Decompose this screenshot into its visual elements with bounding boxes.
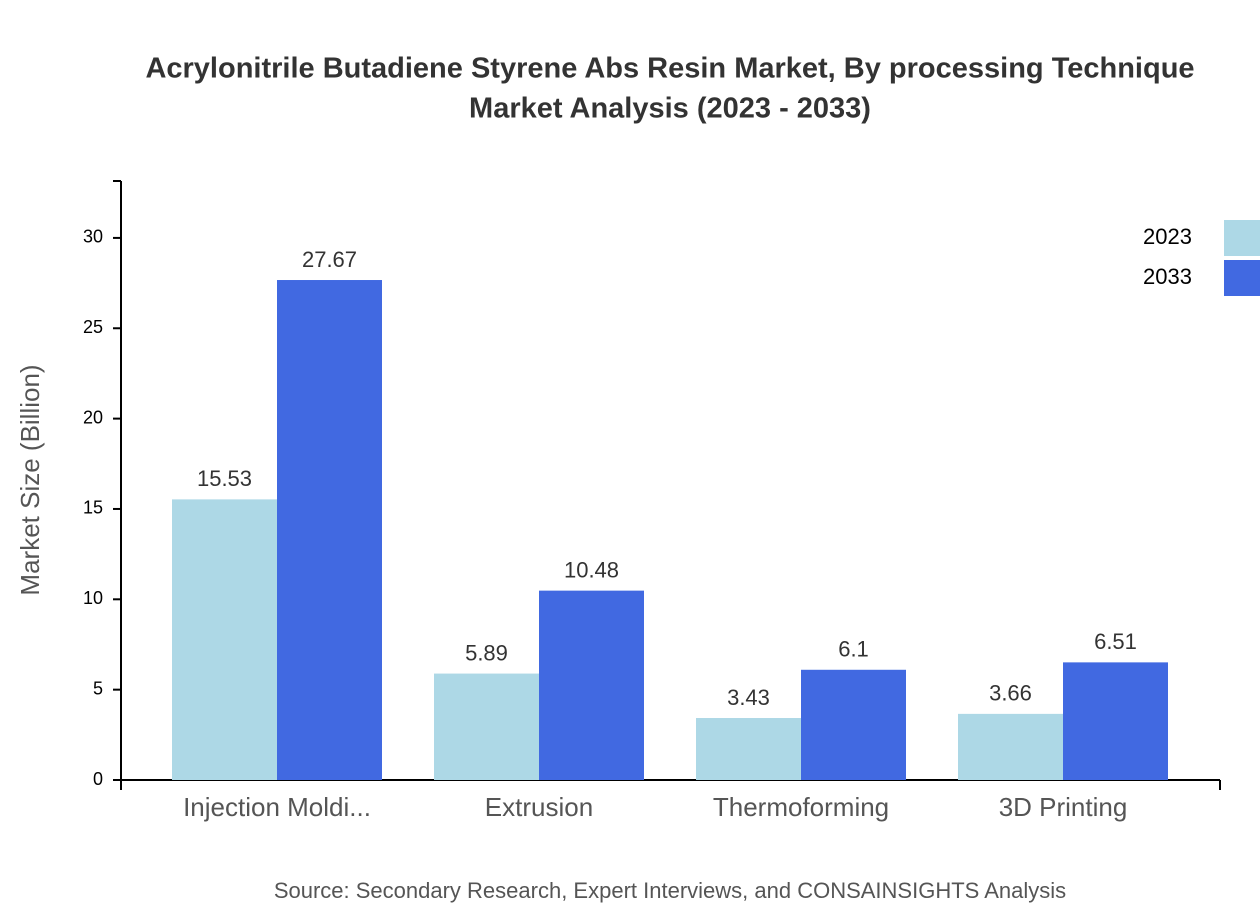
- chart-title: Market Analysis (2023 - 2033): [469, 93, 871, 125]
- x-tick-label: Extrusion: [485, 792, 593, 822]
- value-label: 6.1: [838, 637, 869, 662]
- value-label: 27.67: [302, 247, 357, 272]
- legend-swatch: [1224, 260, 1260, 296]
- x-tick-label: Thermoforming: [713, 792, 889, 822]
- bar: [172, 499, 277, 780]
- legend-label: 2023: [1143, 224, 1192, 249]
- y-tick-label: 0: [93, 769, 103, 789]
- value-label: 6.51: [1094, 629, 1137, 654]
- y-tick-label: 5: [93, 678, 103, 698]
- y-tick-label: 20: [83, 407, 103, 427]
- legend-label: 2033: [1143, 264, 1192, 289]
- value-label: 10.48: [564, 557, 619, 582]
- source-note: Source: Secondary Research, Expert Inter…: [274, 878, 1066, 903]
- x-tick-label: 3D Printing: [999, 792, 1128, 822]
- bar: [434, 673, 539, 780]
- value-label: 3.66: [989, 681, 1032, 706]
- bar: [539, 590, 644, 780]
- bar: [696, 718, 801, 780]
- y-tick-label: 15: [83, 498, 103, 518]
- legend-swatch: [1224, 220, 1260, 256]
- y-axis-label: Market Size (Billion): [15, 364, 45, 595]
- x-tick-label: Injection Moldi...: [183, 792, 371, 822]
- value-label: 5.89: [465, 640, 508, 665]
- value-label: 3.43: [727, 685, 770, 710]
- y-tick-label: 25: [83, 317, 103, 337]
- y-tick-label: 30: [83, 227, 103, 247]
- bar: [801, 669, 906, 780]
- y-tick-label: 10: [83, 588, 103, 608]
- bar: [277, 280, 382, 780]
- bar: [958, 713, 1063, 780]
- bar: [1063, 662, 1168, 780]
- chart-title: Acrylonitrile Butadiene Styrene Abs Resi…: [145, 53, 1194, 85]
- value-label: 15.53: [197, 466, 252, 491]
